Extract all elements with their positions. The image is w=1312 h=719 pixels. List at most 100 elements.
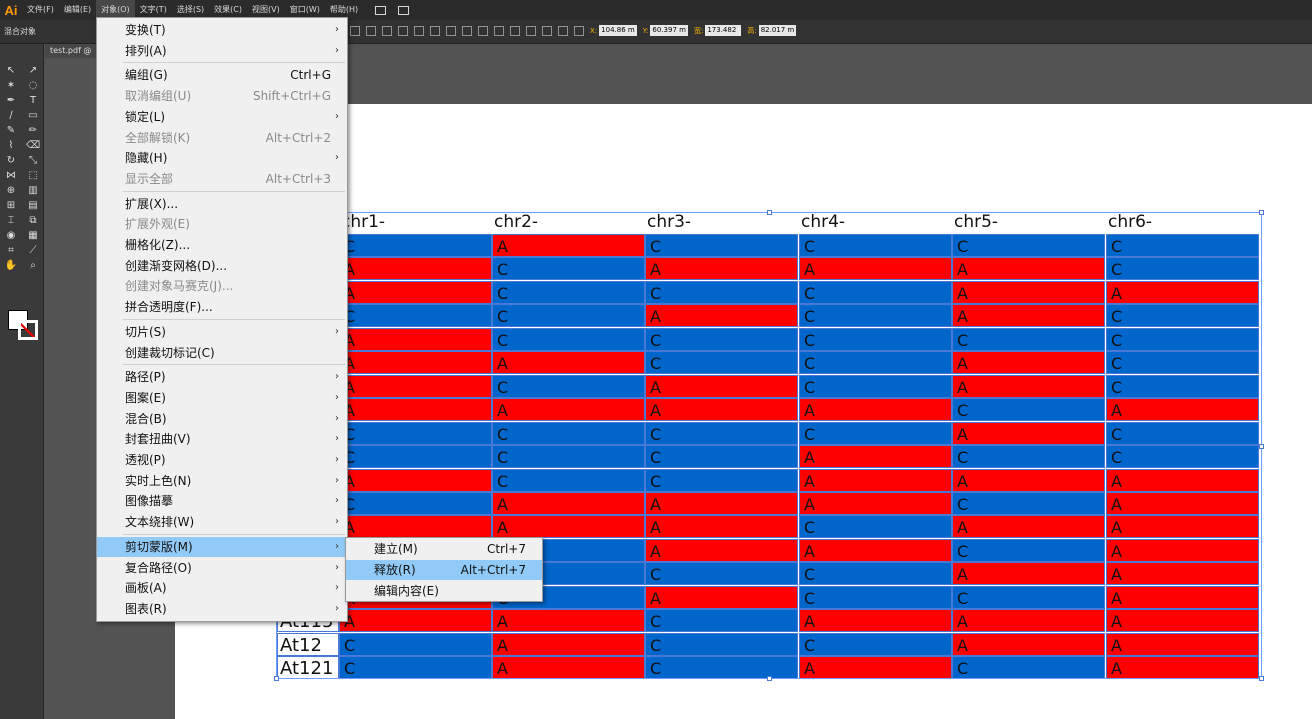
menu-item-6[interactable]: 视图(V) [251, 5, 280, 14]
menu-item-8[interactable]: 帮助(H) [329, 5, 359, 14]
distribute-space-icon[interactable] [478, 25, 488, 36]
object-menu-item-17[interactable]: 图案(E) › [97, 388, 347, 408]
eraser-tool-icon[interactable]: ⌫ [26, 140, 41, 151]
fill-stroke-swatches[interactable] [8, 310, 38, 340]
object-menu-item-19[interactable]: 封套扭曲(V) › [97, 429, 347, 449]
genotype-cell: C [645, 351, 798, 375]
object-menu-item-10[interactable]: 栅格化(Z)... [97, 235, 347, 255]
shape-builder-tool-icon[interactable]: ⊕ [6, 185, 16, 196]
object-menu-item-25[interactable]: 复合路径(O) › [97, 558, 347, 578]
object-menu-item-16[interactable]: 路径(P) › [97, 367, 347, 387]
reference-point-icon[interactable] [574, 25, 584, 36]
magic-wand-tool-icon[interactable]: ✶ [6, 80, 16, 91]
x-field[interactable]: X: 104.86 m [590, 25, 637, 36]
bridge-icon[interactable] [375, 5, 387, 15]
menu-item-2[interactable]: 对象(O) [96, 0, 135, 20]
object-menu-item-8[interactable]: 扩展(X)... [97, 194, 347, 214]
scale-tool-icon[interactable]: ⤡ [29, 155, 37, 166]
distribute-v-icon[interactable] [462, 25, 472, 36]
align-left-icon[interactable] [350, 25, 360, 36]
document-tab[interactable]: test.pdf @ [45, 44, 105, 58]
width-field[interactable]: 宽: 173.482 [694, 25, 742, 36]
submenu-item-0[interactable]: 建立(M) Ctrl+7 [346, 539, 542, 559]
object-menu-item-27[interactable]: 图表(R) › [97, 599, 347, 619]
menu-item-3[interactable]: 文字(T) [139, 5, 167, 14]
object-menu-item-22[interactable]: 图像描摹 › [97, 491, 347, 511]
selection-tool-icon[interactable]: ↖ [6, 65, 16, 76]
line-tool-icon[interactable]: ∕ [9, 110, 13, 121]
object-menu-item-6[interactable]: 隐藏(H) › [97, 148, 347, 168]
object-menu-item-14[interactable]: 切片(S) › [97, 322, 347, 342]
artboard-tool-icon[interactable]: ⌗ [8, 245, 14, 256]
distribute-top-icon[interactable] [526, 25, 536, 36]
menu-item-0[interactable]: 文件(F) [27, 5, 54, 14]
align-top-icon[interactable] [398, 25, 408, 36]
object-menu-item-20[interactable]: 透视(P) › [97, 450, 347, 470]
object-menu-item-4[interactable]: 锁定(L) › [97, 107, 347, 127]
blend-tool-icon[interactable]: ⧉ [29, 215, 37, 226]
width-tool-icon[interactable]: ⋈ [6, 170, 16, 181]
distribute-right-icon[interactable] [510, 25, 520, 36]
column-header: chr6-468839 [1108, 212, 1173, 255]
align-middle-icon[interactable] [414, 25, 424, 36]
genotype-cell: A [339, 257, 492, 281]
object-menu-item-11[interactable]: 创建渐变网格(D)... [97, 256, 347, 276]
direct-selection-tool-icon[interactable]: ↗ [28, 65, 38, 76]
object-menu-item-24[interactable]: 剪切蒙版(M) › [97, 536, 347, 557]
y-field[interactable]: Y: 60.397 m [642, 25, 688, 36]
type-tool-icon[interactable]: T [29, 95, 37, 106]
hand-tool-icon[interactable]: ✋ [4, 260, 18, 271]
object-menu-item-2[interactable]: 编组(G) Ctrl+G [97, 65, 347, 85]
chart-tool-icon[interactable]: ▥ [28, 185, 38, 196]
distribute-left-icon[interactable] [494, 25, 504, 36]
align-right-icon[interactable] [382, 25, 392, 36]
object-menu-item-26[interactable]: 画板(A) › [97, 578, 347, 598]
stroke-swatch[interactable] [18, 320, 38, 340]
menu-item-7[interactable]: 窗口(W) [289, 5, 320, 14]
pencil-tool-icon[interactable]: ✏ [28, 125, 38, 136]
gradient-tool-icon[interactable]: ▤ [28, 200, 38, 211]
genotype-cell: C [1106, 445, 1259, 469]
object-menu-item-9[interactable]: 扩展外观(E) [97, 214, 347, 234]
object-menu-item-5[interactable]: 全部解锁(K) Alt+Ctrl+2 [97, 128, 347, 148]
object-menu-item-7[interactable]: 显示全部 Alt+Ctrl+3 [97, 169, 347, 189]
object-menu-item-13[interactable]: 拼合透明度(F)... [97, 297, 347, 317]
eyedropper-tool-icon[interactable]: ⌶ [8, 215, 14, 226]
column-graph-tool-icon[interactable]: ▦ [28, 230, 38, 241]
align-bottom-icon[interactable] [430, 25, 440, 36]
distribute-h-icon[interactable] [446, 25, 456, 36]
object-menu-item-15[interactable]: 创建裁切标记(C) [97, 343, 347, 363]
submenu-item-2[interactable]: 编辑内容(E) [346, 581, 542, 601]
rectangle-tool-icon[interactable]: ▭ [28, 110, 38, 121]
menu-item-4[interactable]: 选择(S) [176, 5, 205, 14]
object-menu-item-21[interactable]: 实时上色(N) › [97, 471, 347, 491]
menu-item-5[interactable]: 效果(C) [214, 5, 242, 14]
distribute-bottom-icon[interactable] [542, 25, 552, 36]
mesh-tool-icon[interactable]: ⊞ [6, 200, 16, 211]
genotype-cell: C [1106, 374, 1259, 398]
symbol-sprayer-tool-icon[interactable]: ◉ [6, 230, 16, 241]
submenu-item-1[interactable]: 释放(R) Alt+Ctrl+7 [346, 560, 542, 580]
slice-tool-icon[interactable]: ⟋ [29, 245, 37, 256]
arrange-docs-icon[interactable] [398, 5, 410, 15]
genotype-cell: A [1106, 468, 1259, 492]
object-menu-item-3[interactable]: 取消编组(U) Shift+Ctrl+G [97, 86, 347, 106]
rotate-tool-icon[interactable]: ↻ [6, 155, 16, 166]
free-transform-tool-icon[interactable]: ⬚ [28, 170, 38, 181]
align-center-icon[interactable] [366, 25, 376, 36]
object-menu-item-23[interactable]: 文本绕排(W) › [97, 512, 347, 532]
blob-brush-tool-icon[interactable]: ⌇ [8, 140, 14, 151]
object-menu-item-1[interactable]: 排列(A) › [97, 41, 347, 61]
distribute-center-icon[interactable] [558, 25, 568, 36]
row-label: At12 [277, 632, 339, 656]
height-field[interactable]: 高: 82.017 m [747, 25, 797, 36]
object-menu-item-0[interactable]: 变换(T) › [97, 20, 347, 40]
object-menu-item-12[interactable]: 创建对象马赛克(J)... [97, 276, 347, 296]
submenu-shortcut: Ctrl+7 [486, 542, 526, 556]
object-menu-item-18[interactable]: 混合(B) › [97, 409, 347, 429]
zoom-tool-icon[interactable]: ⌕ [30, 260, 36, 271]
lasso-tool-icon[interactable]: ◌ [28, 80, 38, 91]
menu-item-1[interactable]: 编辑(E) [63, 5, 92, 14]
pen-tool-icon[interactable]: ✒ [6, 95, 16, 106]
paintbrush-tool-icon[interactable]: ✎ [6, 125, 16, 136]
